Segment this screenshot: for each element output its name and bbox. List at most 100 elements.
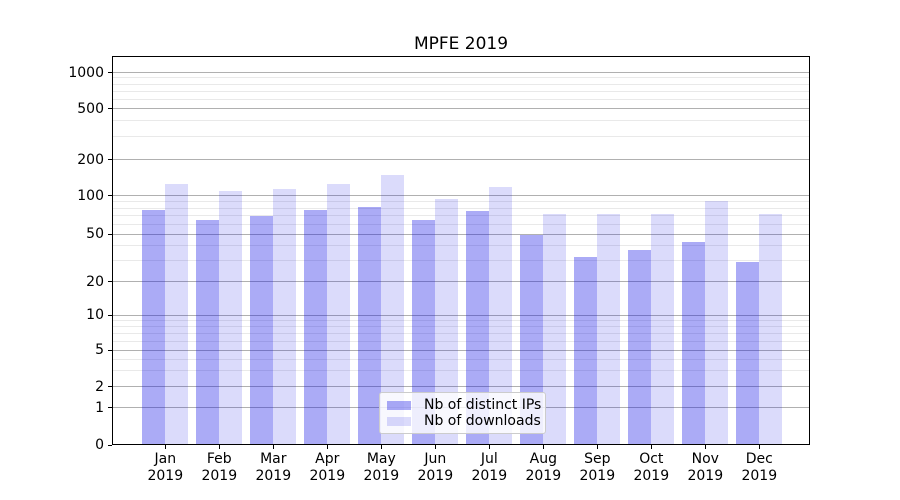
x-tick-year-Aug: 2019	[525, 468, 562, 484]
y-tick-label-2: 2	[95, 378, 104, 395]
x-tick-mark-Sep	[596, 445, 598, 449]
gridline-major-20	[112, 281, 810, 283]
gridline-major-100	[112, 195, 810, 197]
bar-distinct-ips-May	[358, 207, 382, 445]
x-tick-label-Feb: Feb 2019	[189, 451, 249, 485]
bar-downloads-Jun	[435, 198, 459, 445]
y-tick-label-5: 5	[95, 342, 104, 359]
gridline-minor-400	[112, 120, 810, 122]
x-tick-mark-Jan	[164, 445, 166, 449]
x-tick-year-Nov: 2019	[687, 468, 724, 484]
gridline-minor-40	[112, 245, 810, 247]
gridline-minor-3	[112, 370, 810, 372]
y-tick-mark-1	[108, 407, 112, 409]
x-tick-year-Sep: 2019	[579, 468, 616, 484]
y-tick-mark-200	[108, 159, 112, 160]
bar-distinct-ips-Sep	[574, 257, 598, 445]
y-tick-label-0: 0	[95, 437, 104, 453]
y-tick-label-1: 1	[95, 399, 104, 416]
x-tick-mark-Apr	[326, 445, 328, 449]
y-tick-label-200: 200	[77, 151, 104, 168]
y-tick-label-20: 20	[86, 273, 104, 290]
x-tick-label-May: May 2019	[351, 451, 411, 485]
gridline-minor-900	[112, 77, 810, 79]
x-tick-label-Aug: Aug 2019	[513, 451, 573, 485]
chart-title: MPFE 2019	[413, 34, 509, 54]
x-tick-mark-Mar	[272, 445, 274, 449]
y-tick-label-1000: 1000	[68, 64, 104, 81]
bar-distinct-ips-Dec	[736, 262, 760, 445]
gridline-major-5	[112, 349, 810, 351]
x-tick-year-Mar: 2019	[255, 468, 292, 484]
gridline-minor-6	[112, 340, 810, 342]
x-tick-mark-Aug	[542, 445, 544, 449]
y-tick-label-50: 50	[86, 226, 104, 243]
x-tick-mark-Jul	[488, 445, 490, 449]
gridline-minor-4	[112, 358, 810, 360]
x-tick-label-Oct: Oct 2019	[621, 451, 681, 485]
legend-swatch-downloads-icon	[387, 416, 411, 426]
plot-area	[112, 56, 810, 445]
gridline-minor-90	[112, 201, 810, 203]
y-tick-label-100: 100	[77, 187, 104, 204]
y-tick-label-500: 500	[77, 100, 104, 117]
gridline-major-10	[112, 314, 810, 316]
bar-downloads-May	[381, 174, 405, 445]
bar-distinct-ips-Jun	[412, 219, 436, 445]
x-tick-label-Jun: Jun 2019	[405, 451, 465, 485]
gridline-minor-800	[112, 83, 810, 85]
y-tick-mark-100	[108, 195, 112, 197]
x-tick-mark-Nov	[704, 445, 706, 449]
gridline-major-2	[112, 386, 810, 388]
legend-entry-distinct-ips: Nb of distinct IPs	[387, 397, 541, 413]
bar-distinct-ips-Feb	[196, 219, 220, 445]
y-tick-mark-0	[108, 444, 112, 446]
bar-distinct-ips-Oct	[628, 249, 652, 445]
x-tick-year-Feb: 2019	[201, 468, 238, 484]
bar-downloads-Apr	[327, 183, 351, 445]
legend-label-distinct-ips: Nb of distinct IPs	[424, 397, 542, 413]
x-tick-year-Jan: 2019	[147, 468, 184, 484]
bar-downloads-Nov	[705, 200, 729, 445]
gridline-minor-80	[112, 207, 810, 209]
gridline-major-1000	[112, 72, 810, 73]
bar-downloads-Dec	[759, 213, 783, 445]
bar-downloads-Jan	[165, 184, 189, 445]
bar-distinct-ips-Jan	[142, 210, 166, 445]
y-tick-mark-2	[108, 386, 112, 388]
x-tick-year-Jun: 2019	[417, 468, 454, 484]
gridline-minor-70	[112, 215, 810, 217]
y-tick-label-10: 10	[86, 307, 104, 324]
gridline-major-500	[112, 108, 810, 109]
x-tick-year-Oct: 2019	[633, 468, 670, 484]
x-tick-label-Mar: Mar 2019	[243, 451, 303, 485]
y-tick-mark-1000	[108, 72, 112, 73]
x-tick-mark-Jun	[434, 445, 436, 449]
x-tick-year-May: 2019	[363, 468, 400, 484]
gridline-major-50	[112, 233, 810, 235]
x-tick-mark-Oct	[650, 445, 652, 449]
legend-entry-downloads: Nb of downloads	[387, 413, 541, 429]
gridline-minor-600	[112, 98, 810, 100]
legend-label-downloads: Nb of downloads	[424, 413, 541, 429]
y-tick-mark-500	[108, 108, 112, 109]
x-tick-label-Apr: Apr 2019	[297, 451, 357, 485]
x-tick-mark-Feb	[218, 445, 220, 449]
legend-swatch-distinct-ips-icon	[387, 400, 411, 410]
y-tick-mark-10	[108, 314, 112, 316]
bar-downloads-Feb	[219, 190, 243, 445]
bar-distinct-ips-Mar	[250, 216, 274, 445]
x-tick-label-Jul: Jul 2019	[459, 451, 519, 485]
bar-downloads-Mar	[273, 188, 297, 445]
x-tick-mark-Dec	[758, 445, 760, 449]
legend: Nb of distinct IPs Nb of downloads	[379, 392, 546, 434]
gridline-minor-30	[112, 260, 810, 262]
x-tick-label-Dec: Dec 2019	[729, 451, 789, 485]
gridline-minor-8	[112, 326, 810, 328]
gridline-minor-7	[112, 332, 810, 334]
x-tick-label-Jan: Jan 2019	[135, 451, 195, 485]
bar-downloads-Aug	[543, 213, 567, 445]
gridline-minor-60	[112, 223, 810, 225]
x-tick-year-Apr: 2019	[309, 468, 346, 484]
